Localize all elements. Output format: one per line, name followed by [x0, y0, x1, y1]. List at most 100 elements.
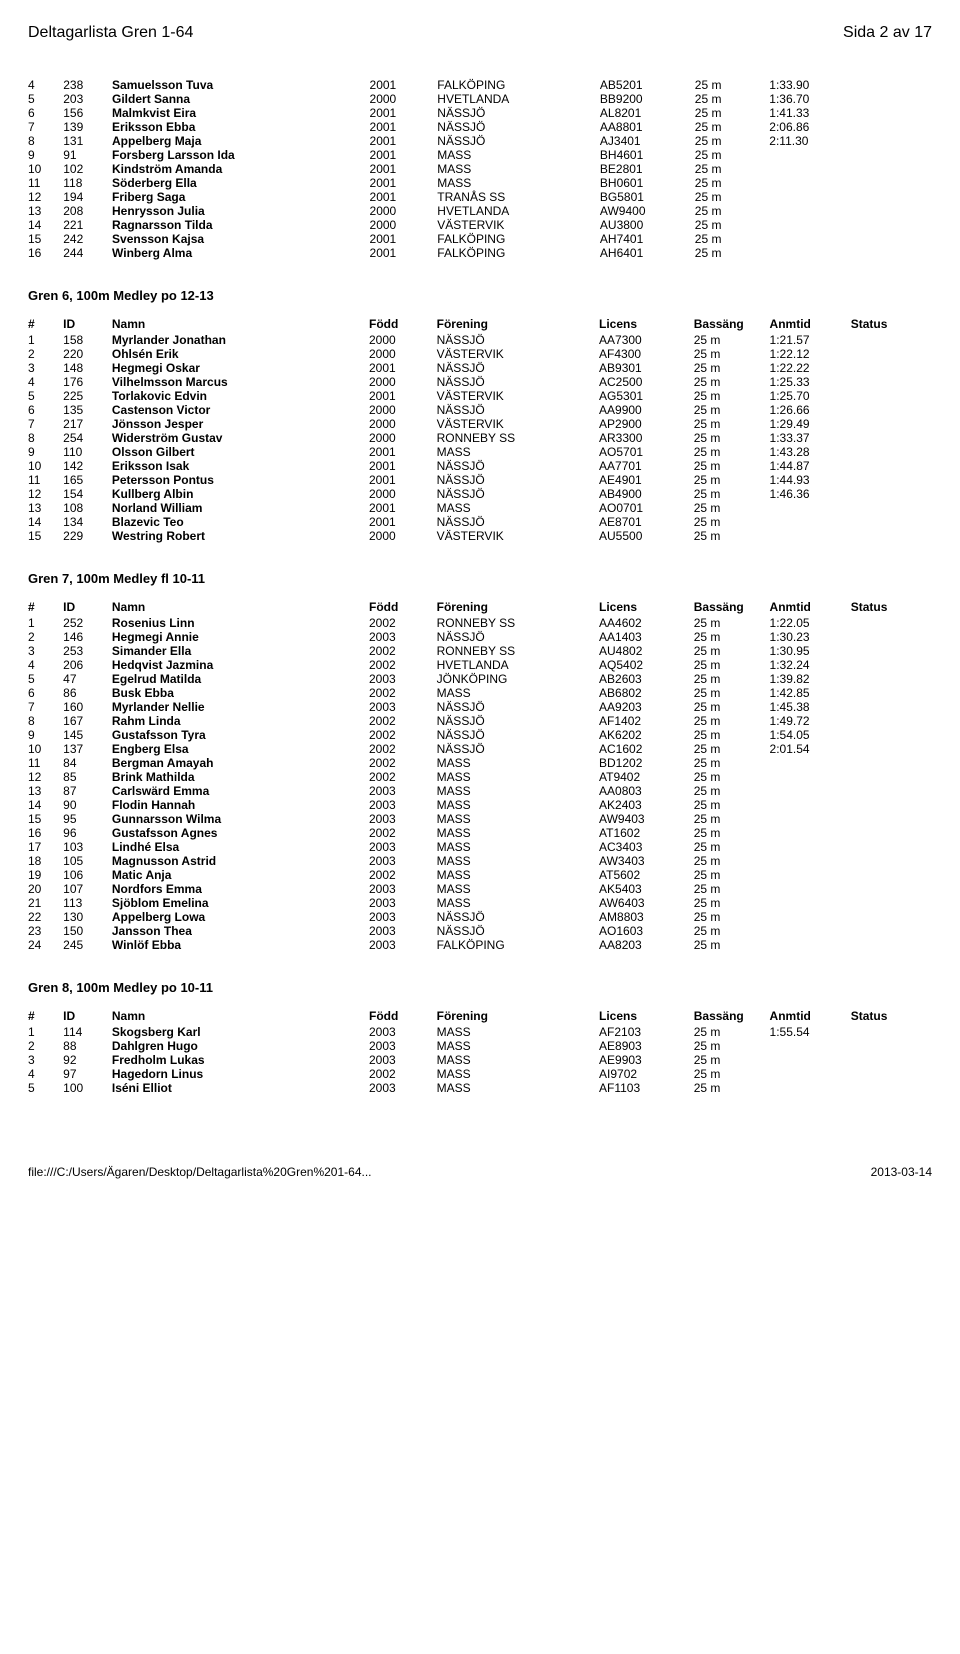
- cell-time: 1:55.54: [770, 1025, 851, 1039]
- cell-id: 156: [63, 106, 112, 120]
- cell-pool: 25 m: [694, 728, 770, 742]
- cell-rank: 11: [28, 756, 63, 770]
- cell-id: 86: [63, 686, 112, 700]
- cell-pool: 25 m: [694, 445, 770, 459]
- col-time: Anmtid: [770, 600, 851, 616]
- cell-year: 2002: [369, 714, 437, 728]
- cell-lic: BH0601: [600, 176, 695, 190]
- cell-time: [770, 798, 851, 812]
- cell-time: 1:26.66: [770, 403, 851, 417]
- cell-status: [851, 1053, 932, 1067]
- cell-status: [851, 515, 932, 529]
- cell-status: [851, 78, 932, 92]
- cell-rank: 19: [28, 868, 63, 882]
- table-row: 7160Myrlander Nellie2003NÄSSJÖAA920325 m…: [28, 700, 932, 714]
- cell-time: [770, 924, 851, 938]
- cell-club: NÄSSJÖ: [437, 333, 599, 347]
- cell-status: [851, 924, 932, 938]
- cell-rank: 10: [28, 742, 63, 756]
- cell-status: [851, 882, 932, 896]
- cell-rank: 5: [28, 92, 63, 106]
- cell-year: 2002: [369, 644, 437, 658]
- cell-name: Kindström Amanda: [112, 162, 370, 176]
- cell-name: Castenson Victor: [112, 403, 369, 417]
- table-row: 2220Ohlsén Erik2000VÄSTERVIKAF430025 m1:…: [28, 347, 932, 361]
- cell-id: 110: [63, 445, 112, 459]
- cell-club: NÄSSJÖ: [437, 375, 599, 389]
- cell-rank: 15: [28, 232, 63, 246]
- cell-club: MASS: [437, 176, 600, 190]
- cell-pool: 25 m: [694, 473, 770, 487]
- cell-status: [851, 487, 932, 501]
- cell-rank: 8: [28, 134, 63, 148]
- cell-lic: AK5403: [599, 882, 694, 896]
- cell-time: 1:43.28: [770, 445, 851, 459]
- col-id: ID: [63, 317, 112, 333]
- table-row: 10102Kindström Amanda2001MASSBE280125 m: [28, 162, 932, 176]
- cell-id: 131: [63, 134, 112, 148]
- cell-time: 1:36.70: [769, 92, 850, 106]
- cell-club: NÄSSJÖ: [437, 910, 599, 924]
- cell-club: MASS: [437, 756, 599, 770]
- cell-lic: AU5500: [599, 529, 694, 543]
- col-id: ID: [63, 1009, 112, 1025]
- cell-lic: AB2603: [599, 672, 694, 686]
- cell-time: [770, 812, 851, 826]
- cell-year: 2000: [369, 487, 437, 501]
- cell-year: 2003: [369, 840, 437, 854]
- cell-lic: AL8201: [600, 106, 695, 120]
- cell-status: [851, 728, 932, 742]
- table-row: 1490Flodin Hannah2003MASSAK240325 m: [28, 798, 932, 812]
- table-row: 1595Gunnarsson Wilma2003MASSAW940325 m: [28, 812, 932, 826]
- cell-club: FALKÖPING: [437, 232, 600, 246]
- cell-year: 2003: [369, 1025, 437, 1039]
- cell-status: [851, 473, 932, 487]
- cell-year: 2000: [369, 375, 437, 389]
- cell-year: 2001: [370, 162, 438, 176]
- cell-id: 217: [63, 417, 112, 431]
- cell-time: 1:22.22: [770, 361, 851, 375]
- cell-club: NÄSSJÖ: [437, 924, 599, 938]
- cell-lic: AT5602: [599, 868, 694, 882]
- cell-club: NÄSSJÖ: [437, 515, 599, 529]
- header-title-right: Sida 2 av 17: [843, 24, 932, 42]
- cell-year: 2003: [369, 854, 437, 868]
- cell-id: 102: [63, 162, 112, 176]
- cell-lic: AG5301: [599, 389, 694, 403]
- cell-status: [851, 644, 932, 658]
- cell-id: 96: [63, 826, 112, 840]
- cell-lic: AA8801: [600, 120, 695, 134]
- cell-id: 135: [63, 403, 112, 417]
- cell-id: 105: [63, 854, 112, 868]
- cell-club: MASS: [437, 1025, 599, 1039]
- cell-id: 160: [63, 700, 112, 714]
- cell-pool: 25 m: [694, 501, 770, 515]
- cell-rank: 21: [28, 896, 63, 910]
- cell-year: 2002: [369, 756, 437, 770]
- cell-name: Norland William: [112, 501, 369, 515]
- cell-club: TRANÅS SS: [437, 190, 600, 204]
- cell-pool: 25 m: [695, 106, 770, 120]
- cell-time: [770, 515, 851, 529]
- cell-id: 91: [63, 148, 112, 162]
- cell-club: RONNEBY SS: [437, 616, 599, 630]
- table-header-row: #IDNamnFöddFöreningLicensBassängAnmtidSt…: [28, 600, 932, 616]
- cell-club: MASS: [437, 148, 600, 162]
- cell-year: 2000: [369, 403, 437, 417]
- cell-lic: AM8803: [599, 910, 694, 924]
- cell-year: 2003: [369, 1039, 437, 1053]
- cell-rank: 16: [28, 246, 63, 260]
- cell-time: [770, 938, 851, 952]
- cell-name: Rahm Linda: [112, 714, 369, 728]
- cell-club: JÖNKÖPING: [437, 672, 599, 686]
- cell-status: [851, 672, 932, 686]
- table-row: 10142Eriksson Isak2001NÄSSJÖAA770125 m1:…: [28, 459, 932, 473]
- cell-lic: AC3403: [599, 840, 694, 854]
- section-title: Gren 8, 100m Medley po 10-11: [28, 980, 932, 995]
- cell-name: Torlakovic Edvin: [112, 389, 369, 403]
- col-pool: Bassäng: [694, 317, 770, 333]
- col-time: Anmtid: [770, 317, 851, 333]
- table-row: 1158Myrlander Jonathan2000NÄSSJÖAA730025…: [28, 333, 932, 347]
- cell-time: 2:01.54: [770, 742, 851, 756]
- table-header-row: #IDNamnFöddFöreningLicensBassängAnmtidSt…: [28, 1009, 932, 1025]
